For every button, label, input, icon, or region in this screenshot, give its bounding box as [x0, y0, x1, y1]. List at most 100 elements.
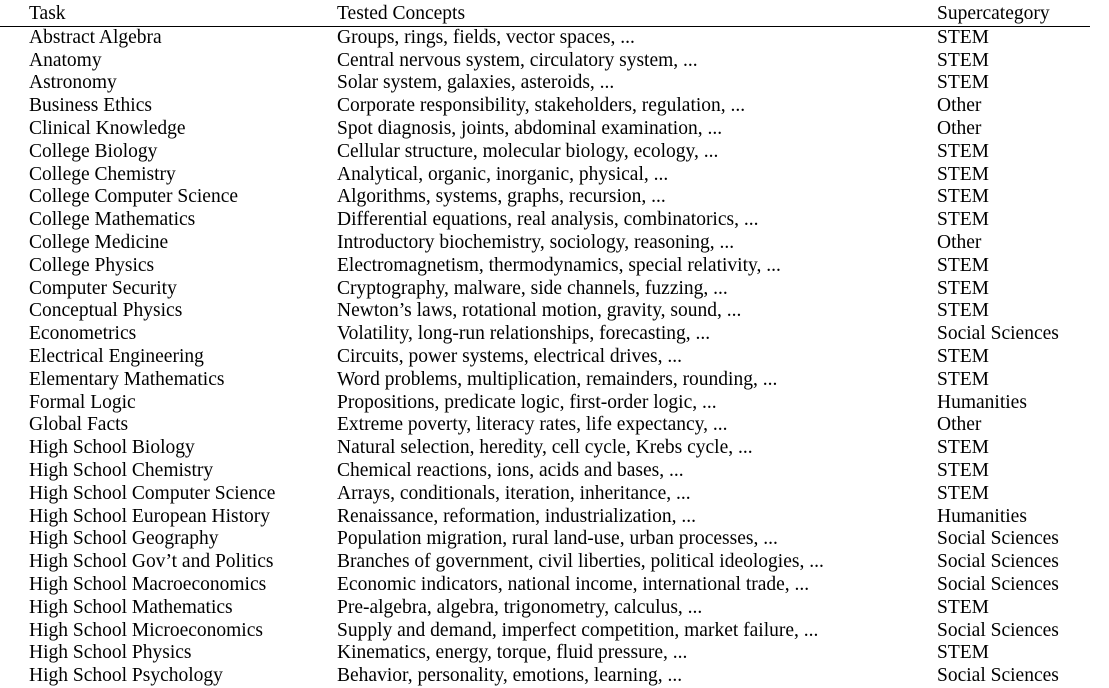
table-row: College Biology Cellular structure, molec… — [0, 141, 1090, 164]
concepts-column-header: Tested Concepts — [337, 0, 937, 27]
concepts-cell: Natural selection, heredity, cell cycle,… — [337, 437, 753, 459]
supercategory-cell: Social Sciences — [937, 665, 1059, 687]
table-row: Computer Security Cryptography, malware, … — [0, 278, 1090, 301]
task-cell: Abstract Algebra — [29, 26, 162, 48]
supercategory-cell: STEM — [937, 49, 990, 71]
supercategory-cell: STEM — [937, 642, 990, 664]
table-row: College Chemistry Analytical, organic, in… — [0, 164, 1090, 187]
concepts-cell: Cryptography, malware, side channels, fu… — [337, 277, 728, 299]
table-row: High School Computer Science Arrays, cond… — [0, 483, 1090, 506]
table-row: Formal Logic Propositions, predicate logi… — [0, 392, 1090, 415]
concepts-cell: Algorithms, systems, graphs, recursion, … — [337, 186, 666, 208]
task-cell: Clinical Knowledge — [29, 117, 186, 139]
concepts-cell: Central nervous system, circulatory syst… — [337, 49, 698, 71]
supercategory-cell: STEM — [937, 300, 990, 322]
concepts-cell: Propositions, predicate logic, first-ord… — [337, 391, 717, 413]
supercategory-cell: Other — [937, 117, 982, 139]
task-cell: High School Biology — [29, 437, 195, 459]
concepts-cell: Solar system, galaxies, asteroids, ... — [337, 72, 615, 94]
supercategory-cell: STEM — [937, 140, 990, 162]
supercategory-cell: STEM — [937, 437, 990, 459]
table-row: College Computer Science Algorithms, syst… — [0, 186, 1090, 209]
table-row: Business Ethics Corporate responsibility,… — [0, 95, 1090, 118]
table-row: Electrical Engineering Circuits, power sy… — [0, 346, 1090, 369]
task-cell: High School Macroeconomics — [29, 573, 267, 595]
table-row: Clinical Knowledge Spot diagnosis, joints… — [0, 118, 1090, 141]
supercategory-cell: STEM — [937, 163, 990, 185]
supercategory-cell: Humanities — [937, 391, 1027, 413]
table-row: High School Geography Population migratio… — [0, 528, 1090, 551]
supercategory-cell: STEM — [937, 596, 990, 618]
concepts-cell: Kinematics, energy, torque, fluid pressu… — [337, 642, 688, 664]
supercategory-cell: Humanities — [937, 505, 1027, 527]
table-row: Astronomy Solar system, galaxies, asteroi… — [0, 72, 1090, 95]
supercategory-cell: STEM — [937, 345, 990, 367]
task-cell: High School European History — [29, 505, 271, 527]
concepts-cell: Branches of government, civil liberties,… — [337, 551, 824, 573]
concepts-cell: Renaissance, reformation, industrializat… — [337, 505, 697, 527]
supercategory-cell: Social Sciences — [937, 573, 1059, 595]
task-cell: High School Physics — [29, 642, 192, 664]
concepts-cell: Arrays, conditionals, iteration, inherit… — [337, 482, 691, 504]
concepts-cell: Cellular structure, molecular biology, e… — [337, 140, 719, 162]
task-cell: College Mathematics — [29, 209, 196, 231]
task-cell: Business Ethics — [29, 95, 152, 117]
concepts-cell: Population migration, rural land-use, ur… — [337, 528, 778, 550]
table-body: Abstract Algebra Groups, rings, fields, v… — [0, 26, 1090, 688]
supercategory-cell: STEM — [937, 209, 990, 231]
supercategory-cell: STEM — [937, 26, 990, 48]
task-cell: High School Psychology — [29, 665, 223, 687]
task-cell: High School Microeconomics — [29, 619, 263, 641]
table-row: High School Macroeconomics Economic indic… — [0, 574, 1090, 597]
concepts-cell: Newton’s laws, rotational motion, gravit… — [337, 300, 742, 322]
task-cell: Computer Security — [29, 277, 177, 299]
task-cell: High School Computer Science — [29, 482, 276, 504]
supercategory-cell: STEM — [937, 277, 990, 299]
table-row: Conceptual Physics Newton’s laws, rotatio… — [0, 300, 1090, 323]
concepts-cell: Corporate responsibility, stakeholders, … — [337, 95, 746, 117]
concepts-cell: Differential equations, real analysis, c… — [337, 209, 759, 231]
table-row: High School Mathematics Pre-algebra, alge… — [0, 597, 1090, 620]
supercategory-cell: STEM — [937, 482, 990, 504]
concepts-cell: Circuits, power systems, electrical driv… — [337, 345, 682, 367]
table-row: High School Chemistry Chemical reactions,… — [0, 460, 1090, 483]
concepts-cell: Chemical reactions, ions, acids and base… — [337, 459, 684, 481]
concepts-cell: Electromagnetism, thermodynamics, specia… — [337, 254, 781, 276]
supercategory-cell: STEM — [937, 186, 990, 208]
supercategory-cell: STEM — [937, 459, 990, 481]
supercategory-cell: STEM — [937, 254, 990, 276]
table-row: College Physics Electromagnetism, thermod… — [0, 255, 1090, 278]
task-cell: Anatomy — [29, 49, 102, 71]
task-cell: College Chemistry — [29, 163, 176, 185]
table-row: College Mathematics Differential equation… — [0, 209, 1090, 232]
supercategory-cell: STEM — [937, 72, 990, 94]
task-cell: Astronomy — [29, 72, 117, 94]
table-row: High School Gov’t and Politics Branches o… — [0, 551, 1090, 574]
task-cell: High School Geography — [29, 528, 219, 550]
task-cell: High School Gov’t and Politics — [29, 551, 274, 573]
concepts-cell: Behavior, personality, emotions, learnin… — [337, 665, 683, 687]
table-row: Global Facts Extreme poverty, literacy ra… — [0, 414, 1090, 437]
concepts-cell: Analytical, organic, inorganic, physical… — [337, 163, 669, 185]
supercategory-column-header: Supercategory — [937, 0, 1090, 27]
table-row: High School Physics Kinematics, energy, t… — [0, 642, 1090, 665]
supercategory-cell: Social Sciences — [937, 551, 1059, 573]
supercategory-cell: Social Sciences — [937, 323, 1059, 345]
supercategory-cell: Other — [937, 414, 982, 436]
task-cell: Formal Logic — [29, 391, 136, 413]
table-row: High School Microeconomics Supply and dem… — [0, 620, 1090, 643]
task-cell: Elementary Mathematics — [29, 368, 225, 390]
concepts-cell: Word problems, multiplication, remainder… — [337, 368, 778, 390]
table-header: Task Tested Concepts Supercategory — [0, 0, 1090, 27]
task-cell: Global Facts — [29, 414, 129, 436]
table-row: Abstract Algebra Groups, rings, fields, v… — [0, 26, 1090, 49]
supercategory-cell: Other — [937, 231, 982, 253]
task-cell: College Physics — [29, 254, 155, 276]
concepts-cell: Groups, rings, fields, vector spaces, ..… — [337, 26, 635, 48]
table-row: Anatomy Central nervous system, circulato… — [0, 50, 1090, 73]
table-row: Elementary Mathematics Word problems, mul… — [0, 369, 1090, 392]
table-row: High School Biology Natural selection, he… — [0, 437, 1090, 460]
table-row: High School European History Renaissance,… — [0, 506, 1090, 529]
